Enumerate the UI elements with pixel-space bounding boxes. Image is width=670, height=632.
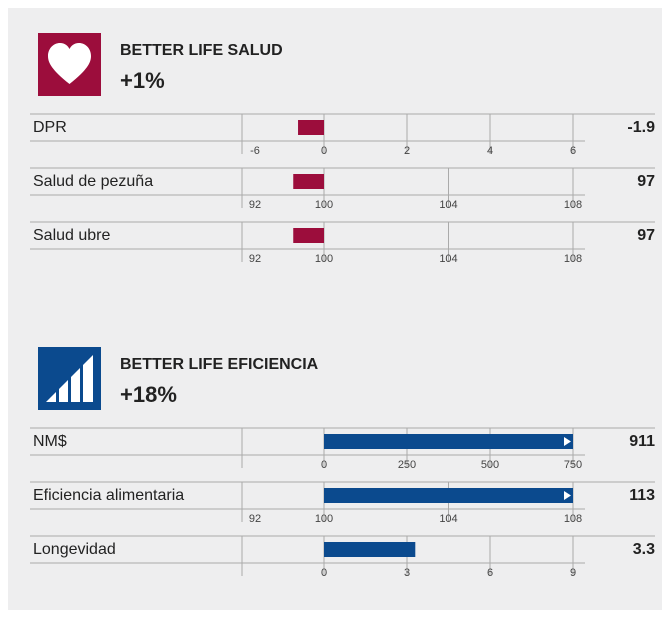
row-value: 3.3 [633,541,655,558]
row-label: Salud de pezuña [33,173,153,190]
row-label: NM$ [33,433,67,450]
x-tick-label: 92 [249,199,261,211]
bar [298,120,324,135]
x-tick-label: 92 [249,513,261,525]
bar [324,434,573,449]
x-tick-label: 108 [564,199,582,211]
x-tick-label: 3 [404,567,410,579]
row-value: 97 [637,227,655,244]
x-tick-label: 2 [404,145,410,157]
x-tick-label: 0 [321,459,327,471]
row-label: Salud ubre [33,227,110,244]
overflow-arrow [564,437,571,446]
x-tick-label: 250 [398,459,416,471]
panel-change: +1% [120,68,165,93]
panel-title: BETTER LIFE SALUD [120,42,283,59]
panel-change: +18% [120,382,177,407]
bar [324,542,416,557]
row-label: DPR [33,119,67,136]
x-tick-label: 104 [439,253,457,265]
bar [293,228,324,243]
x-tick-label: 104 [439,199,457,211]
bar [293,174,324,189]
efficiency-icon [38,347,101,410]
row-label: Eficiencia alimentaria [33,487,184,504]
x-tick-label: 4 [487,145,493,157]
x-tick-label: 6 [487,567,493,579]
x-tick-label: 750 [564,459,582,471]
row-label: Longevidad [33,541,116,558]
x-tick-label: 0 [321,145,327,157]
panel-title: BETTER LIFE EFICIENCIA [120,356,319,373]
x-tick-label: 9 [570,567,576,579]
row-value: 911 [629,433,655,450]
row-value: -1.9 [627,119,655,136]
row-value: 113 [629,487,655,504]
panel-background [8,8,662,610]
overflow-arrow [564,491,571,500]
health-icon [38,33,101,96]
bar [324,488,573,503]
x-tick-label: 100 [315,253,333,265]
x-tick-label: 108 [564,513,582,525]
x-tick-label: 92 [249,253,261,265]
x-tick-label: 100 [315,199,333,211]
x-tick-label: 100 [315,513,333,525]
row-value: 97 [637,173,655,190]
x-tick-label: 6 [570,145,576,157]
x-tick-label: 108 [564,253,582,265]
x-tick-label: 500 [481,459,499,471]
x-tick-label: 104 [439,513,457,525]
x-tick-label: 0 [321,567,327,579]
x-tick-label: -6 [250,145,260,157]
